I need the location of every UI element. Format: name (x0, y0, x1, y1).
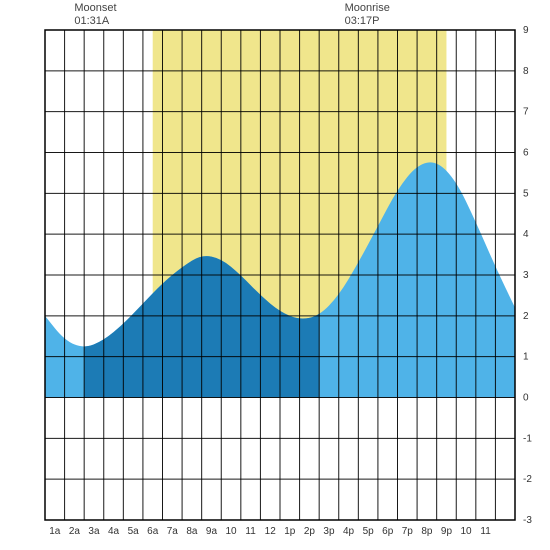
x-tick-label: 5p (363, 526, 375, 537)
moonrise-time: 03:17P (345, 15, 390, 28)
x-tick-label: 6a (147, 526, 159, 537)
x-tick-label: 8p (421, 526, 433, 537)
y-tick-label: 2 (523, 311, 529, 322)
x-tick-label: 2p (304, 526, 316, 537)
moonset-time: 01:31A (74, 15, 116, 28)
y-tick-label: 4 (523, 229, 529, 240)
x-tick-label: 9p (441, 526, 453, 537)
x-tick-label: 1a (49, 526, 61, 537)
tide-chart: Moonset 01:31A Moonrise 03:17P -3-2-1012… (0, 0, 550, 550)
y-tick-label: 5 (523, 188, 529, 199)
x-tick-label: 6p (382, 526, 394, 537)
x-tick-label: 8a (186, 526, 198, 537)
x-tick-label: 10 (225, 526, 237, 537)
y-tick-label: 7 (523, 107, 529, 118)
moonset-header: Moonset 01:31A (74, 2, 116, 28)
y-tick-label: 8 (523, 66, 529, 77)
x-tick-label: 5a (128, 526, 140, 537)
y-tick-label: 9 (523, 25, 529, 36)
x-tick-label: 12 (265, 526, 277, 537)
y-tick-label: 1 (523, 352, 529, 363)
x-tick-label: 10 (460, 526, 472, 537)
moonrise-header: Moonrise 03:17P (345, 2, 390, 28)
y-tick-label: 3 (523, 270, 529, 281)
y-tick-label: 6 (523, 148, 529, 159)
x-tick-label: 2a (69, 526, 81, 537)
x-tick-label: 9a (206, 526, 218, 537)
y-tick-label: -1 (523, 433, 532, 444)
moonset-label: Moonset (74, 2, 116, 15)
x-tick-label: 1p (284, 526, 296, 537)
moonrise-label: Moonrise (345, 2, 390, 15)
y-tick-label: -2 (523, 474, 532, 485)
y-tick-label: -3 (523, 515, 532, 526)
chart-svg: -3-2-101234567891a2a3a4a5a6a7a8a9a101112… (0, 0, 550, 550)
y-tick-label: 0 (523, 393, 529, 404)
x-tick-label: 11 (245, 526, 256, 537)
x-tick-label: 4p (343, 526, 355, 537)
x-tick-label: 3a (88, 526, 100, 537)
x-tick-label: 3p (323, 526, 335, 537)
x-tick-label: 7a (167, 526, 179, 537)
x-tick-label: 7p (402, 526, 414, 537)
x-tick-label: 11 (480, 526, 491, 537)
x-tick-label: 4a (108, 526, 120, 537)
